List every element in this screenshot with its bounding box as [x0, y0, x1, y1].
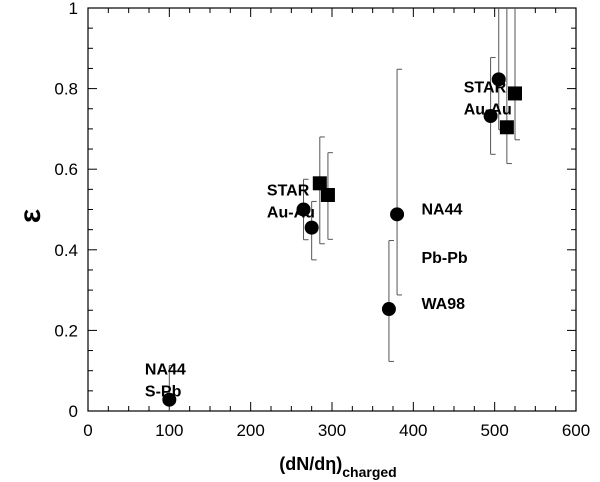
data-point-circle [381, 302, 396, 317]
data-point-circle [390, 207, 405, 222]
data-point-square [499, 120, 514, 135]
data-point-circle [304, 220, 319, 235]
data-point-square [312, 176, 327, 191]
annotation-label: STAR Au-Au [267, 182, 315, 221]
data-point-circle [162, 392, 177, 407]
annotation-line: STAR [267, 182, 310, 199]
x-tick-label: 200 [236, 421, 264, 440]
x-tick-label: 300 [318, 421, 346, 440]
annotation-line: NA44 [421, 201, 462, 218]
y-tick-label: 0 [69, 402, 78, 421]
x-axis-title-main: (dN/dη) [279, 454, 342, 474]
annotation-label: WA98 [421, 296, 465, 313]
axis-ticks: 0 100 200 300 400 500 600 0 0.2 0.4 0.6 0.8 1 [54, 0, 590, 440]
data-point-square [320, 187, 335, 202]
data-markers [162, 72, 522, 407]
x-tick-label: 400 [399, 421, 427, 440]
annotations: NA44 S-Pb STAR Au-Au NA44 Pb-Pb WA98 STAR Au-Au [145, 80, 512, 401]
data-point-circle [491, 72, 506, 87]
x-tick-label: 0 [83, 421, 92, 440]
data-point-circle [483, 109, 498, 124]
annotation-line: Au-Au [464, 102, 512, 119]
x-tick-label: 500 [480, 421, 508, 440]
annotation-label: STAR Au-Au [464, 80, 512, 119]
annotation-label: Pb-Pb [421, 250, 467, 267]
annotation-line: Pb-Pb [421, 250, 467, 267]
y-axis-title: ε [14, 209, 47, 223]
error-bars [168, 8, 520, 411]
data-point-circle [296, 202, 311, 217]
y-tick-label: 0.6 [54, 160, 78, 179]
y-tick-label: 0.4 [54, 241, 78, 260]
annotation-line: Au-Au [267, 204, 315, 221]
annotation-line: WA98 [421, 296, 465, 313]
y-tick-label: 0.2 [54, 321, 78, 340]
y-tick-label: 0.8 [54, 80, 78, 99]
plot-border [87, 7, 577, 412]
x-tick-label: 600 [562, 421, 590, 440]
plot-frame [87, 7, 577, 412]
x-axis-title-subscript: charged [342, 464, 396, 480]
annotation-line: S-Pb [145, 384, 182, 401]
data-point-square [508, 86, 522, 101]
annotation-label: NA44 S-Pb [145, 362, 186, 401]
y-tick-label: 1 [69, 0, 78, 18]
annotation-label: NA44 [421, 201, 462, 218]
annotation-line: NA44 [145, 362, 186, 379]
annotation-line: STAR [464, 80, 507, 97]
x-axis-title: (dN/dη)charged [279, 454, 396, 480]
x-tick-label: 100 [155, 421, 183, 440]
